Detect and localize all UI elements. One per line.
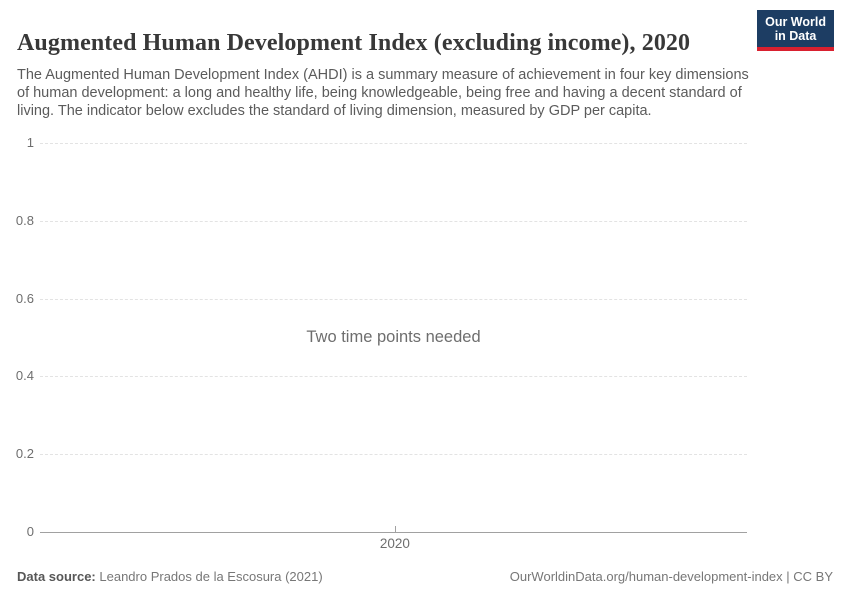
gridline xyxy=(40,454,747,456)
empty-chart-message: Two time points needed xyxy=(306,328,481,346)
gridline xyxy=(40,220,747,222)
owid-logo: Our World in Data xyxy=(757,10,834,51)
owid-logo-line2: in Data xyxy=(774,29,817,43)
y-tick-label: 0.8 xyxy=(15,212,34,228)
x-tick-mark xyxy=(394,526,396,532)
page-title: Augmented Human Development Index (exclu… xyxy=(17,30,691,57)
chart-footer: Data source: Leandro Prados de la Escosu… xyxy=(17,569,833,584)
x-axis-line xyxy=(40,532,747,533)
gridline xyxy=(40,376,747,378)
y-axis-labels: 0 0.2 0.4 0.6 0.8 1 xyxy=(0,135,34,539)
gridline xyxy=(40,143,747,144)
gridline xyxy=(40,298,747,300)
y-tick-label: 1 xyxy=(26,135,34,150)
y-tick-label: 0.2 xyxy=(15,446,34,462)
data-source-label: Data source: xyxy=(17,569,96,584)
y-tick-label: 0 xyxy=(26,524,34,539)
chart-subtitle: The Augmented Human Development Index (A… xyxy=(17,66,749,119)
x-tick-label: 2020 xyxy=(379,536,410,551)
owid-logo-line1: Our World xyxy=(765,15,826,29)
data-source: Data source: Leandro Prados de la Escosu… xyxy=(17,569,323,584)
data-source-value: Leandro Prados de la Escosura (2021) xyxy=(99,569,323,584)
y-tick-label: 0.6 xyxy=(15,290,34,306)
credit-link[interactable]: OurWorldinData.org/human-development-ind… xyxy=(509,569,833,584)
y-tick-label: 0.4 xyxy=(15,368,34,384)
plot-area: Two time points needed 2020 xyxy=(40,143,747,551)
